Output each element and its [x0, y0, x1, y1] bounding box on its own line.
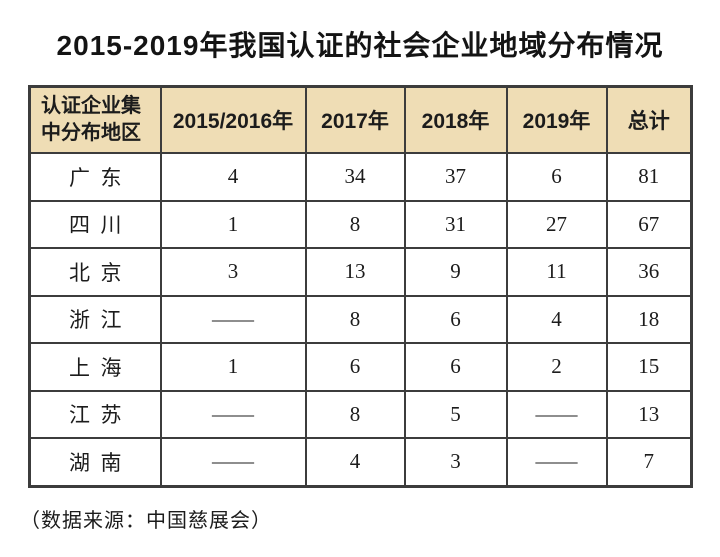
cell-value: —— [159, 437, 307, 487]
cell-value: 13 [605, 389, 693, 439]
cell-value: 6 [304, 342, 406, 392]
region-name: 浙江 [28, 294, 162, 344]
column-header-2018: 2018年 [403, 85, 508, 154]
table-row-zhejiang: 浙江 —— 8 6 4 18 [28, 294, 693, 344]
cell-value: 81 [605, 152, 693, 202]
column-header-total: 总计 [605, 85, 693, 154]
table-row-hunan: 湖南 —— 4 3 —— 7 [28, 437, 693, 487]
cell-value: 4 [159, 152, 307, 202]
cell-value: 13 [304, 247, 406, 297]
cell-value: 2 [505, 342, 608, 392]
cell-value: 37 [403, 152, 508, 202]
table-row-guangdong: 广东 4 34 37 6 81 [28, 152, 693, 202]
cell-value: —— [159, 294, 307, 344]
region-name: 北京 [28, 247, 162, 297]
column-header-region: 认证企业集 中分布地区 [28, 85, 162, 154]
table-row-shanghai: 上海 1 6 6 2 15 [28, 342, 693, 392]
table-row-jiangsu: 江苏 —— 8 5 —— 13 [28, 389, 693, 439]
region-name: 江苏 [28, 389, 162, 439]
table-header-row: 认证企业集 中分布地区 2015/2016年 2017年 2018年 2019年… [28, 85, 693, 154]
region-name: 广东 [28, 152, 162, 202]
cell-value: 8 [304, 294, 406, 344]
cell-value: 11 [505, 247, 608, 297]
cell-value: 27 [505, 199, 608, 249]
cell-value: 34 [304, 152, 406, 202]
column-header-2019: 2019年 [505, 85, 608, 154]
cell-value: 4 [304, 437, 406, 487]
cell-value: —— [505, 389, 608, 439]
table-row-sichuan: 四川 1 8 31 27 67 [28, 199, 693, 249]
distribution-table: 认证企业集 中分布地区 2015/2016年 2017年 2018年 2019年… [28, 85, 693, 488]
cell-value: 8 [304, 389, 406, 439]
cell-value: 31 [403, 199, 508, 249]
cell-value: 4 [505, 294, 608, 344]
cell-value: 3 [159, 247, 307, 297]
table-row-beijing: 北京 3 13 9 11 36 [28, 247, 693, 297]
cell-value: 36 [605, 247, 693, 297]
cell-value: 6 [505, 152, 608, 202]
cell-value: 1 [159, 199, 307, 249]
cell-value: 6 [403, 342, 508, 392]
cell-value: 9 [403, 247, 508, 297]
region-name: 湖南 [28, 437, 162, 487]
column-header-2017: 2017年 [304, 85, 406, 154]
cell-value: 8 [304, 199, 406, 249]
cell-value: 6 [403, 294, 508, 344]
region-name: 上海 [28, 342, 162, 392]
cell-value: 15 [605, 342, 693, 392]
region-name: 四川 [28, 199, 162, 249]
cell-value: 5 [403, 389, 508, 439]
cell-value: —— [159, 389, 307, 439]
cell-value: 7 [605, 437, 693, 487]
cell-value: 1 [159, 342, 307, 392]
cell-value: 3 [403, 437, 508, 487]
cell-value: —— [505, 437, 608, 487]
cell-value: 18 [605, 294, 693, 344]
data-source-note: （数据来源：中国慈展会） [20, 510, 272, 532]
cell-value: 67 [605, 199, 693, 249]
column-header-2015-2016: 2015/2016年 [159, 85, 307, 154]
page-title: 2015-2019年我国认证的社会企业地域分布情况 [56, 30, 664, 61]
